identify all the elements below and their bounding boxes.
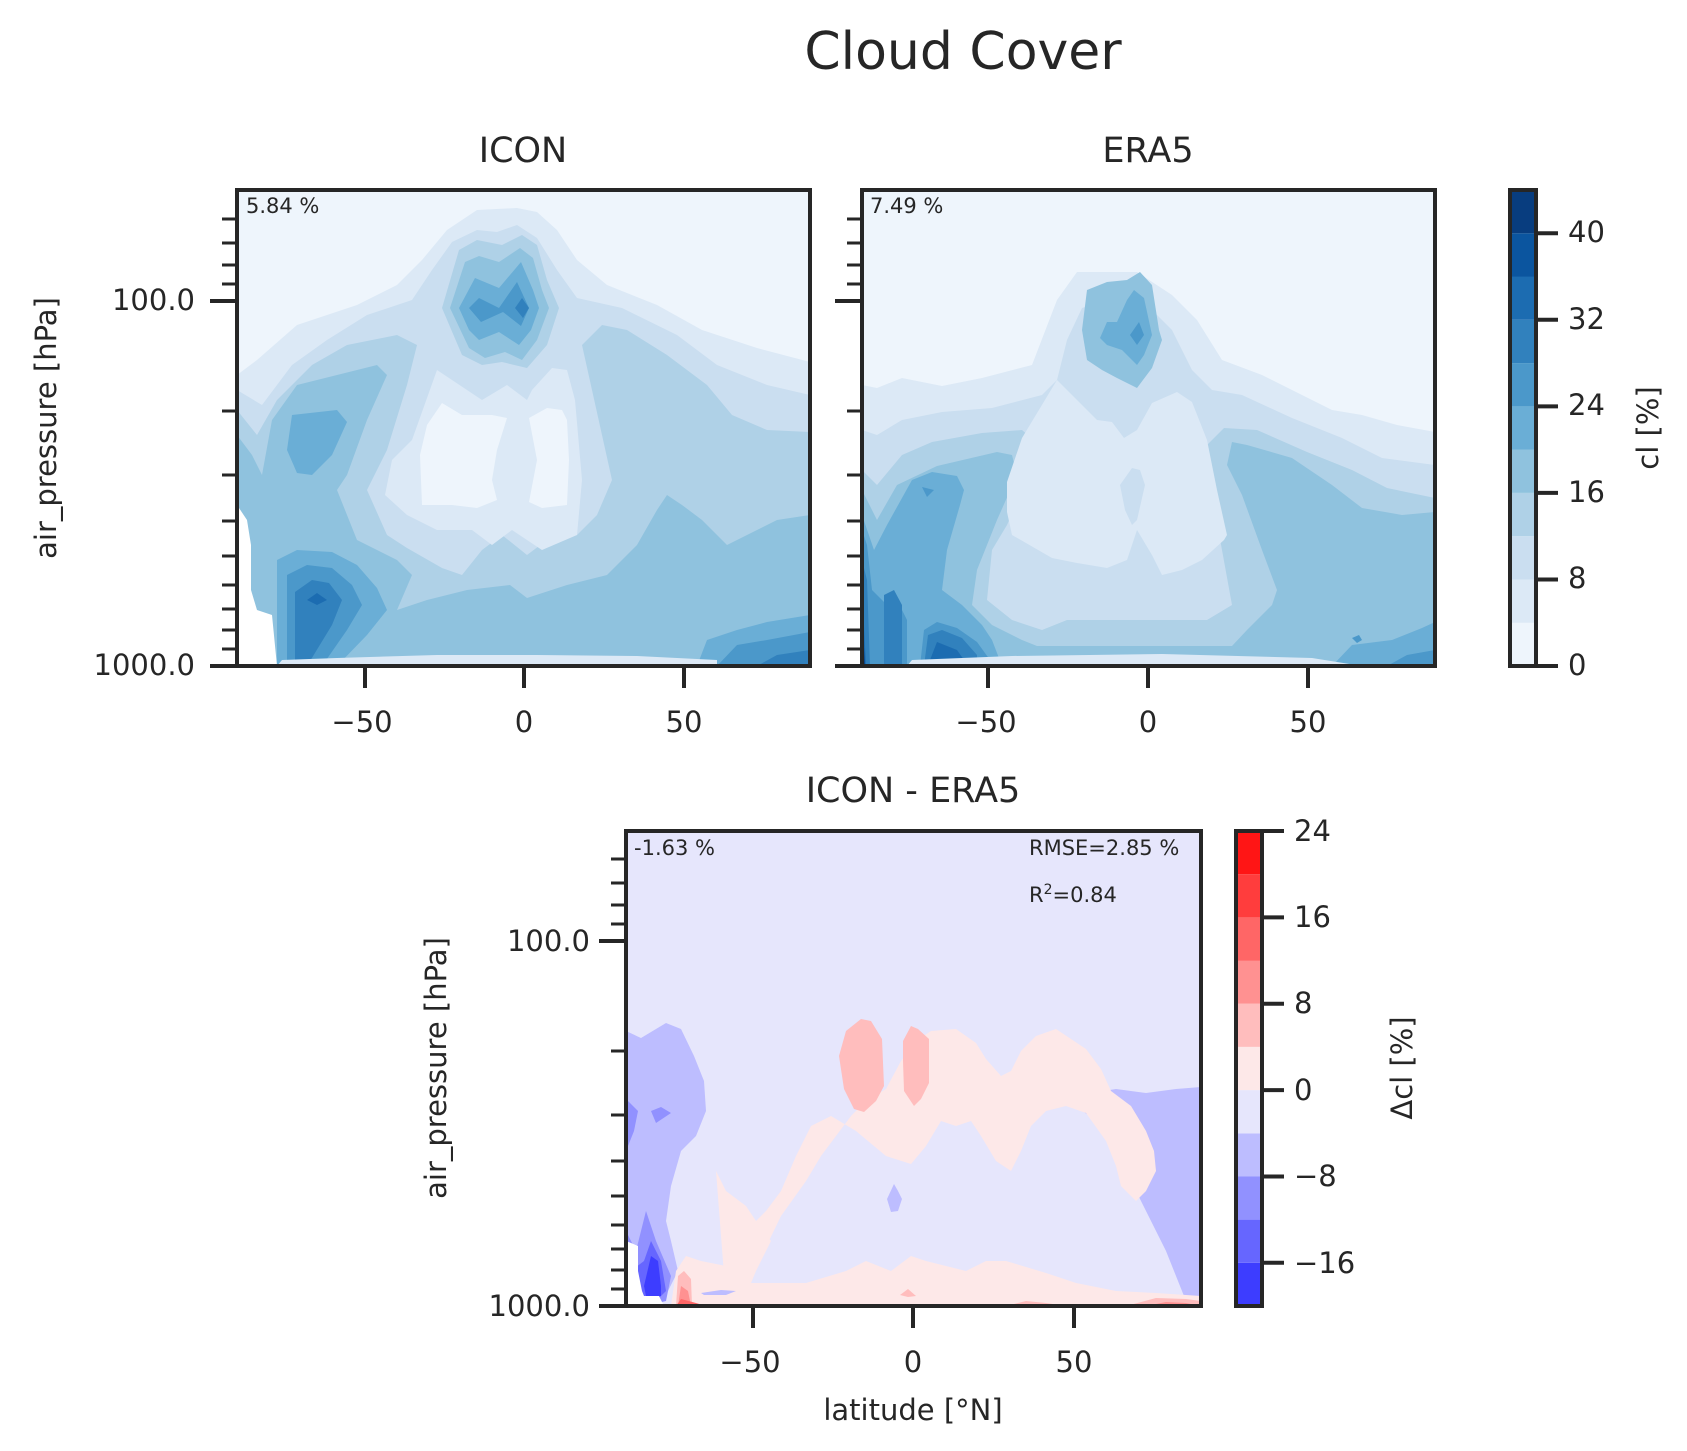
cl-cbar-tick-8: 8 — [1568, 561, 1587, 595]
diff-xlabel: latitude [°N] — [823, 1393, 1003, 1427]
diff-ytick-100: 100.0 — [506, 924, 590, 958]
icon-ylabel: air_pressure [hPa] — [29, 297, 63, 559]
era5-yaxis — [835, 217, 862, 668]
dcl-cbar-label: Δcl [%] — [1385, 1016, 1419, 1120]
cl-cbar-tick-24: 24 — [1568, 388, 1605, 422]
diff-ylabel: air_pressure [hPa] — [419, 937, 453, 1199]
dcl-cbar-tick-24: 24 — [1294, 814, 1331, 848]
icon-mean-annotation: 5.84 % — [246, 194, 320, 218]
icon-contour-plot — [235, 188, 812, 668]
dcl-colorbar — [1234, 829, 1284, 1308]
cl-cbar-tick-32: 32 — [1568, 302, 1605, 336]
diff-contour-plot — [624, 829, 1203, 1308]
icon-panel-title: ICON — [478, 131, 568, 171]
diff-mean-annotation: -1.63 % — [634, 836, 715, 860]
diff-xaxis — [751, 1306, 1076, 1328]
icon-xaxis — [363, 666, 686, 688]
icon-yaxis — [210, 217, 237, 668]
r2-value: =0.84 — [1052, 883, 1117, 907]
diff-panel-title: ICON - ERA5 — [805, 771, 1021, 811]
dcl-cbar-tick-m16: −16 — [1294, 1246, 1356, 1280]
era5-xtick-0: 0 — [1138, 705, 1158, 739]
cl-cbar-tick-0: 0 — [1568, 648, 1587, 682]
diff-xtick-0: 0 — [903, 1345, 923, 1379]
diff-yaxis — [599, 857, 626, 1308]
dcl-cbar-tick-16: 16 — [1294, 900, 1331, 934]
icon-xtick-0: 0 — [514, 705, 534, 739]
dcl-cbar-tick-0: 0 — [1294, 1073, 1313, 1107]
r2-superscript: 2 — [1043, 882, 1053, 898]
cl-colorbar — [1508, 188, 1558, 668]
dcl-cbar-tick-8: 8 — [1294, 986, 1313, 1020]
era5-mean-annotation: 7.49 % — [870, 194, 944, 218]
diff-xtick-m50: −50 — [719, 1345, 781, 1379]
cl-cbar-label: cl [%] — [1631, 386, 1665, 470]
icon-ytick-1000: 1000.0 — [93, 648, 195, 682]
r2-symbol: R — [1029, 883, 1044, 907]
cl-cbar-tick-16: 16 — [1568, 475, 1605, 509]
icon-ytick-100: 100.0 — [111, 283, 195, 317]
era5-xtick-50: 50 — [1289, 705, 1327, 739]
icon-xtick-50: 50 — [665, 705, 703, 739]
cl-cbar-tick-40: 40 — [1568, 215, 1605, 249]
era5-xtick-m50: −50 — [955, 705, 1017, 739]
diff-ytick-1000: 1000.0 — [488, 1289, 590, 1323]
era5-panel-title: ERA5 — [1102, 131, 1194, 171]
era5-contour-plot — [860, 188, 1437, 668]
dcl-cbar-tick-m8: −8 — [1294, 1159, 1337, 1193]
figure-title: Cloud Cover — [804, 22, 1122, 82]
diff-r2-annotation: R2=0.84 — [1029, 882, 1117, 907]
diff-rmse-annotation: RMSE=2.85 % — [1029, 836, 1180, 860]
diff-xtick-50: 50 — [1055, 1345, 1093, 1379]
era5-xaxis — [986, 666, 1310, 688]
icon-xtick-m50: −50 — [331, 705, 393, 739]
